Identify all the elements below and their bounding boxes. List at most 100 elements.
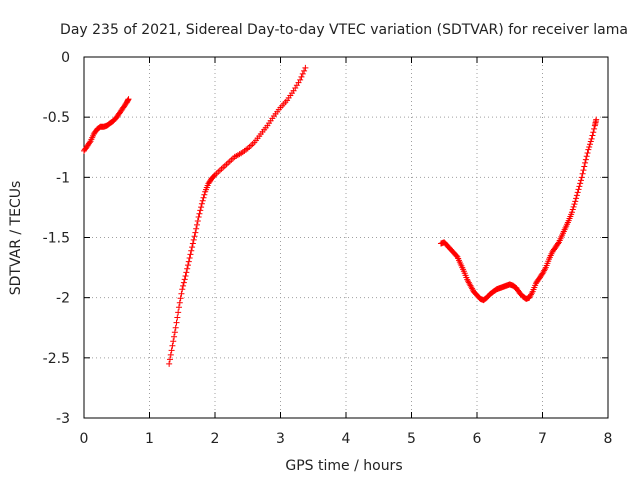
data-point: [201, 191, 208, 198]
data-point: [169, 342, 176, 349]
data-point: [576, 183, 583, 190]
data-point: [167, 351, 174, 358]
x-tick-label: 1: [145, 431, 154, 447]
x-tick-label: 6: [473, 431, 482, 447]
data-point: [582, 159, 589, 166]
data-point: [198, 200, 205, 207]
data-point: [577, 177, 584, 184]
data-point: [174, 314, 181, 321]
series-segment-3: [437, 116, 600, 304]
data-point: [166, 356, 173, 363]
data-point: [572, 198, 579, 205]
data-point: [194, 217, 201, 224]
data-point: [582, 156, 589, 163]
data-point: [589, 132, 596, 139]
data-point: [578, 174, 585, 181]
data-point: [570, 203, 577, 210]
grid: [84, 57, 608, 418]
data-point: [588, 135, 595, 142]
data-point: [178, 290, 185, 297]
x-tick-label: 5: [407, 431, 416, 447]
data-point: [591, 125, 598, 132]
y-axis-label: SDTVAR / TECUs: [8, 181, 24, 296]
data-point: [193, 221, 200, 228]
data-point: [593, 116, 600, 123]
data-points: [81, 64, 600, 367]
data-point: [301, 67, 308, 74]
data-point: [180, 282, 187, 289]
data-point: [179, 286, 186, 293]
data-point: [195, 214, 202, 221]
data-point: [298, 73, 305, 80]
x-tick-label: 0: [80, 431, 89, 447]
y-tick-label: -0.5: [43, 110, 70, 126]
data-point: [571, 201, 578, 208]
data-point: [86, 139, 93, 146]
data-point: [586, 141, 593, 148]
data-point: [297, 76, 304, 83]
y-tick-label: -3: [56, 411, 70, 427]
y-tick-label: -2.5: [43, 351, 70, 367]
data-point: [299, 70, 306, 77]
data-point: [170, 338, 177, 345]
chart-title: Day 235 of 2021, Sidereal Day-to-day VTE…: [60, 22, 628, 38]
data-point: [190, 236, 197, 243]
data-point: [184, 265, 191, 272]
y-tick-label: 0: [61, 50, 70, 66]
data-point: [125, 96, 132, 103]
data-point: [180, 279, 187, 286]
plot-frame: [83, 56, 609, 419]
y-tick-label: -1.5: [43, 231, 70, 247]
data-point: [189, 244, 196, 251]
data-point: [172, 324, 179, 331]
x-tick-label: 4: [342, 431, 351, 447]
data-point: [569, 206, 576, 213]
data-point: [182, 273, 189, 280]
data-point: [185, 258, 192, 265]
data-point: [186, 254, 193, 261]
data-point: [189, 240, 196, 247]
data-point: [175, 309, 182, 316]
data-point: [584, 149, 591, 156]
data-point: [184, 262, 191, 269]
data-point: [586, 143, 593, 150]
data-point: [585, 146, 592, 153]
data-point: [200, 194, 207, 201]
x-tick-label: 3: [276, 431, 285, 447]
data-point: [191, 233, 198, 240]
data-point: [590, 129, 597, 136]
data-point: [198, 204, 205, 211]
data-point: [192, 229, 199, 236]
x-tick-label: 2: [211, 431, 220, 447]
data-point: [573, 192, 580, 199]
data-point: [580, 167, 587, 174]
data-point: [176, 299, 183, 306]
data-point: [188, 247, 195, 254]
data-point: [574, 189, 581, 196]
data-point: [168, 347, 175, 354]
data-point: [587, 138, 594, 145]
y-axis-ticks: 0 -0.5 -1 -1.5 -2 -2.5 -3: [43, 50, 608, 427]
y-tick-label: -1: [56, 170, 70, 186]
data-point: [181, 276, 188, 283]
data-point: [575, 186, 582, 193]
data-point: [197, 207, 204, 214]
x-axis-ticks: 0 1 2 3 4 5 6 7 8: [80, 57, 613, 447]
series-segment-2: [166, 64, 309, 367]
data-point: [171, 333, 178, 340]
data-point: [166, 360, 173, 367]
x-tick-label: 8: [604, 431, 613, 447]
data-point: [183, 269, 190, 276]
data-point: [193, 225, 200, 232]
data-point: [187, 251, 194, 258]
data-point: [583, 153, 590, 160]
data-point: [568, 209, 575, 216]
data-point: [555, 240, 562, 247]
data-point: [175, 304, 182, 311]
data-point: [577, 180, 584, 187]
x-axis-label: GPS time / hours: [285, 458, 402, 474]
x-tick-label: 7: [538, 431, 547, 447]
data-point: [579, 170, 586, 177]
data-point: [177, 295, 184, 302]
